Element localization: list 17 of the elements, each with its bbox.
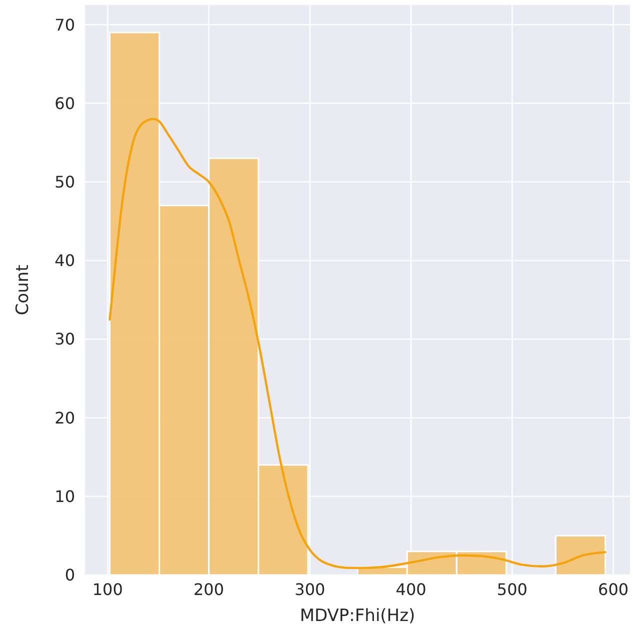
y-tick-label: 60: [54, 94, 75, 113]
x-tick-label: 600: [598, 580, 629, 599]
y-tick-label: 10: [54, 486, 75, 506]
x-tick-label: 100: [92, 580, 123, 599]
y-tick-label: 20: [54, 408, 75, 428]
line-series: [108, 118, 606, 570]
x-axis-title: MDVP:Fhi(Hz): [300, 606, 416, 626]
x-tick-label: 500: [496, 580, 528, 599]
y-tick-label: 40: [54, 251, 75, 270]
y-tick-label: 30: [54, 330, 75, 349]
y-tick-label: 0: [64, 566, 75, 585]
x-tick-label: 400: [396, 580, 426, 599]
x-tick-label: 300: [294, 580, 326, 599]
y-tick-label: 70: [54, 15, 75, 34]
y-axis-title: Count: [13, 264, 33, 316]
x-tick-label: 200: [194, 580, 224, 599]
y-tick-label: 50: [54, 172, 75, 192]
